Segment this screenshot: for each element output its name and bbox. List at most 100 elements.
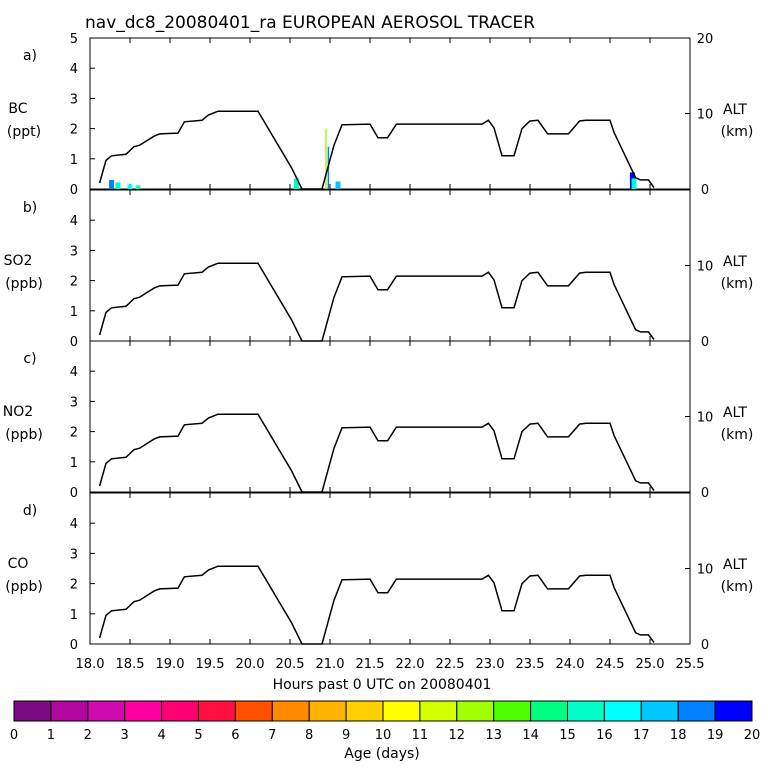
species-label: NO2	[3, 404, 33, 420]
panel-a: 0 1 2 3 4 5 0 10 20 a) BC (ppt) ALT (km)	[7, 32, 753, 198]
x-tick-label: 19.0	[156, 657, 185, 672]
panel-d: 0 1 2 3 4 0 10 d) CO (ppb) ALT (km)	[5, 492, 754, 653]
colorbar-swatch	[345, 700, 384, 722]
colorbar-swatch	[456, 700, 495, 722]
bc-tracer-spike	[335, 181, 341, 189]
bc-tracer-spike	[135, 185, 141, 189]
y-tick-label: 0	[70, 183, 78, 198]
colorbar-tick-label: 6	[231, 728, 239, 743]
x-tick-label: 24.0	[556, 657, 585, 672]
colorbar-tick-label: 3	[121, 728, 129, 743]
species-label: SO2	[4, 253, 33, 269]
bc-tracer-spike	[109, 179, 115, 189]
alt-tick-label: 10	[697, 563, 714, 578]
y-tick-label: 3	[70, 547, 78, 562]
colorbar-swatch	[493, 700, 532, 722]
x-axis-label: Hours past 0 UTC on 20080401	[273, 677, 492, 693]
colorbar-swatch	[714, 700, 753, 722]
colorbar-swatch	[677, 700, 716, 722]
unit-label: (ppb)	[5, 276, 43, 292]
alt-tick-label: 0	[701, 183, 709, 198]
colorbar-swatch	[640, 700, 679, 722]
alt-tick-label: 0	[701, 486, 709, 501]
colorbar-tick-label: 18	[670, 728, 687, 743]
y-tick-label: 2	[70, 275, 78, 290]
colorbar-tick-label: 2	[84, 728, 92, 743]
colorbar-tick-label: 10	[375, 728, 392, 743]
y-tick-label: 2	[70, 426, 78, 441]
unit-label: (ppb)	[5, 427, 43, 443]
alt-tick-label: 10	[697, 108, 714, 123]
colorbar-tick-label: 11	[412, 728, 429, 743]
panel-letter: b)	[23, 200, 37, 216]
colorbar-swatch	[567, 700, 605, 722]
alt-label: ALT	[723, 102, 747, 118]
y-tick-label: 3	[70, 395, 78, 410]
colorbar: 0 1 2 3 4 5 6 7 8 9 10 11 12 13 14 15 16 17 18 19 20	[10, 700, 761, 743]
x-tick-label: 19.5	[196, 657, 225, 672]
y-tick-label: 2	[70, 578, 78, 593]
panel-frame	[89, 37, 691, 190]
y-tick-label: 5	[70, 32, 78, 47]
panel-frame	[89, 189, 691, 342]
panels: 01234501020a)BC(ppt)ALT(km)01234010b)SO2…	[3, 32, 754, 653]
y-tick-label: 2	[70, 123, 78, 138]
species-label: CO	[8, 556, 29, 572]
colorbar-swatch	[13, 700, 52, 722]
alt-unit-label: (km)	[721, 579, 754, 595]
y-tick-label: 0	[70, 638, 78, 653]
x-tick-label: 18.0	[76, 657, 105, 672]
colorbar-swatch	[161, 700, 200, 722]
colorbar-tick-label: 17	[633, 728, 650, 743]
alt-unit-label: (km)	[721, 124, 754, 140]
y-tick-label: 1	[70, 305, 78, 320]
colorbar-swatch	[271, 700, 310, 722]
y-tick-label: 1	[70, 608, 78, 623]
colorbar-swatch	[234, 700, 273, 722]
alt-label: ALT	[723, 405, 747, 421]
y-tick-label: 4	[70, 62, 78, 77]
panel-frame	[89, 492, 691, 645]
x-tick-labels: 18.0 18.5 19.0 19.5 20.0 20.5 21.0 21.5 22.0 22.5…	[76, 657, 705, 672]
altitude-line	[98, 413, 655, 493]
alt-unit-label: (km)	[721, 276, 754, 292]
x-tick-label: 25.0	[636, 657, 665, 672]
colorbar-tick-label: 4	[157, 728, 165, 743]
x-tick-label: 22.5	[436, 657, 465, 672]
colorbar-tick-label: 14	[522, 728, 539, 743]
colorbar-swatch	[530, 700, 568, 722]
y-tick-label: 3	[70, 244, 78, 259]
alt-label: ALT	[723, 557, 747, 573]
y-tick-label: 1	[70, 456, 78, 471]
bc-tracer-spike	[325, 128, 327, 189]
altitude-line	[98, 565, 655, 645]
panel-letter: a)	[23, 48, 37, 64]
y-tick-label: 3	[70, 92, 78, 107]
alt-tick-label: 0	[701, 638, 709, 653]
x-tick-label: 25.5	[676, 657, 705, 672]
y-tick-label: 4	[70, 365, 78, 380]
colorbar-tick-label: 20	[744, 728, 761, 743]
alt-tick-label: 10	[697, 411, 714, 426]
colorbar-swatch	[124, 700, 163, 722]
y-tick-label: 4	[70, 214, 78, 229]
species-label: BC	[8, 101, 27, 117]
x-tick-label: 21.5	[356, 657, 385, 672]
alt-unit-label: (km)	[721, 427, 754, 443]
panel-letter: c)	[23, 351, 36, 367]
colorbar-tick-label: 0	[10, 728, 18, 743]
y-tick-label: 4	[70, 517, 78, 532]
altitude-line	[98, 262, 655, 342]
panel-c: 0 1 2 3 4 0 10 c) NO2 (ppb) ALT (km)	[3, 340, 754, 501]
colorbar-swatch	[50, 700, 89, 722]
bc-tracer-spike	[293, 178, 299, 189]
x-tick-label: 21.0	[316, 657, 345, 672]
colorbar-tick-label: 7	[268, 728, 276, 743]
y-tick-label: 0	[70, 335, 78, 350]
colorbar-tick-label: 1	[47, 728, 55, 743]
chart-title: nav_dc8_20080401_ra EUROPEAN AEROSOL TRA…	[85, 13, 535, 33]
colorbar-label: Age (days)	[344, 746, 420, 762]
x-tick-label: 24.5	[596, 657, 625, 672]
bc-tracer-spike	[115, 182, 121, 189]
